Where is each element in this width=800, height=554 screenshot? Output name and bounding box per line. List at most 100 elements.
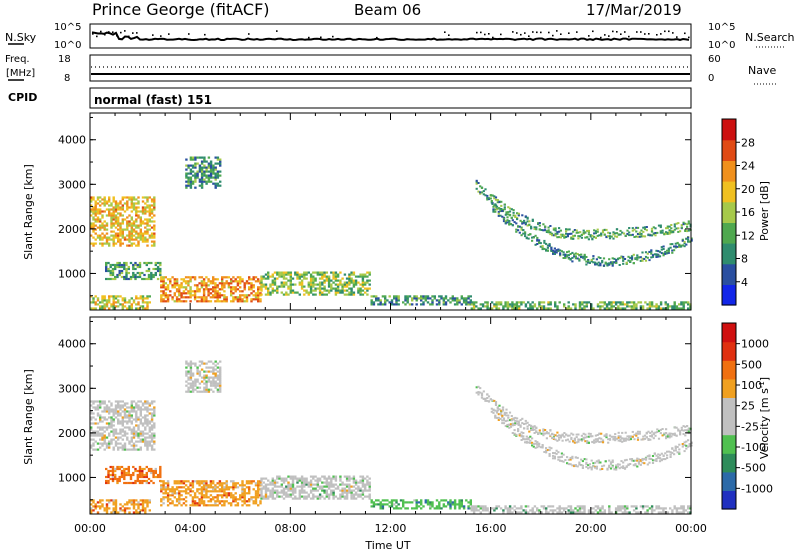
data-cell xyxy=(287,489,290,492)
data-cell xyxy=(323,497,326,500)
data-cell xyxy=(656,231,659,234)
data-cell xyxy=(492,205,495,208)
data-cell xyxy=(130,303,133,306)
data-cell xyxy=(687,430,690,433)
data-cell xyxy=(484,399,487,402)
data-cell xyxy=(137,432,140,435)
data-cell xyxy=(429,507,432,510)
data-cell xyxy=(684,429,687,432)
data-cell xyxy=(257,290,260,293)
data-cell xyxy=(159,465,162,469)
data-cell xyxy=(610,303,613,306)
data-cell xyxy=(291,479,295,482)
data-cell xyxy=(180,300,183,303)
data-cell xyxy=(191,490,195,493)
data-cell xyxy=(150,200,154,203)
data-cell xyxy=(214,176,217,179)
data-cell xyxy=(404,295,407,298)
data-cell xyxy=(574,305,577,308)
data-cell xyxy=(303,271,306,274)
data-cell xyxy=(103,210,106,213)
data-cell xyxy=(599,507,602,510)
data-cell xyxy=(341,285,344,288)
data-cell xyxy=(415,503,418,506)
data-cell xyxy=(659,224,662,227)
data-cell xyxy=(193,296,197,299)
data-cell xyxy=(673,301,676,304)
data-cell xyxy=(516,218,519,221)
data-cell xyxy=(132,275,135,279)
data-cell xyxy=(657,307,661,310)
data-cell xyxy=(248,276,251,279)
data-cell xyxy=(225,280,228,283)
data-cell xyxy=(411,299,414,302)
data-cell xyxy=(214,284,217,287)
data-cell xyxy=(103,408,106,411)
data-cell xyxy=(518,231,521,234)
data-cell xyxy=(135,404,138,407)
data-cell xyxy=(234,288,237,291)
data-cell xyxy=(214,368,217,371)
data-cell xyxy=(316,477,319,480)
data-cell xyxy=(110,430,113,433)
data-cell xyxy=(617,307,620,310)
data-cell xyxy=(575,231,578,234)
data-cell xyxy=(675,511,679,514)
data-cell xyxy=(614,437,617,440)
data-cell xyxy=(209,170,213,173)
data-cell xyxy=(610,305,613,308)
data-cell xyxy=(139,446,142,449)
data-cell xyxy=(570,438,573,441)
data-cell xyxy=(296,497,299,500)
data-cell xyxy=(156,277,160,281)
data-cell xyxy=(384,301,387,304)
data-cell xyxy=(289,271,292,274)
data-cell xyxy=(506,305,510,308)
data-cell xyxy=(239,276,242,279)
nsearch-point xyxy=(136,32,138,34)
data-cell xyxy=(112,305,115,308)
data-cell xyxy=(379,503,382,506)
data-cell xyxy=(657,224,661,227)
data-cell xyxy=(477,391,480,394)
data-cell xyxy=(531,305,534,308)
data-cell xyxy=(239,296,242,299)
data-cell xyxy=(103,430,106,433)
nsearch-point xyxy=(480,31,482,34)
data-cell xyxy=(633,433,636,436)
data-cell xyxy=(576,509,579,512)
data-cell xyxy=(166,298,170,301)
data-cell xyxy=(148,224,151,227)
data-cell xyxy=(171,296,174,299)
data-cell xyxy=(680,507,683,510)
data-cell xyxy=(114,226,118,229)
data-cell xyxy=(364,283,367,286)
data-cell xyxy=(334,275,338,278)
data-cell xyxy=(117,238,120,241)
data-cell xyxy=(492,411,495,414)
data-cell xyxy=(480,392,484,395)
data-cell xyxy=(650,435,654,438)
data-cell xyxy=(191,156,195,159)
data-cell xyxy=(125,271,128,275)
data-cell xyxy=(126,406,129,409)
data-cell xyxy=(559,436,562,439)
data-cell xyxy=(259,482,262,485)
data-cell xyxy=(214,384,217,387)
data-cell xyxy=(160,294,163,297)
data-cell xyxy=(655,307,658,310)
data-cell xyxy=(361,489,365,492)
data-cell xyxy=(582,229,585,232)
data-cell xyxy=(624,437,627,440)
data-cell xyxy=(462,505,466,508)
data-cell xyxy=(366,483,369,486)
data-cell xyxy=(648,303,652,306)
data-cell xyxy=(101,236,104,239)
data-cell xyxy=(184,490,188,493)
data-cell xyxy=(460,505,463,508)
data-cell xyxy=(146,303,149,306)
data-cell xyxy=(127,471,130,475)
nsearch-point xyxy=(576,31,578,33)
data-cell xyxy=(134,481,137,485)
data-cell xyxy=(659,428,662,431)
